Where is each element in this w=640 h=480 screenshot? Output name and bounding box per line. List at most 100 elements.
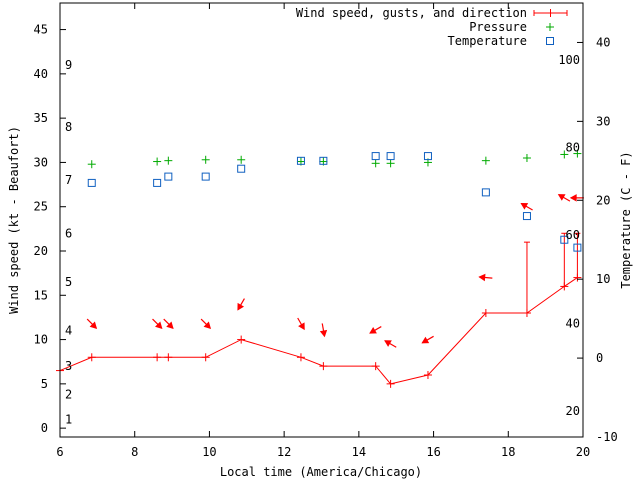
wind-direction-arrow bbox=[384, 340, 397, 348]
temperature-point bbox=[319, 156, 328, 165]
temperature-point bbox=[386, 152, 395, 161]
x-axis-title: Local time (America/Chicago) bbox=[220, 465, 422, 479]
pressure-point bbox=[573, 149, 582, 158]
legend-swatch-temperature bbox=[546, 37, 554, 45]
y-tick-label: 15 bbox=[34, 288, 48, 302]
wind-gust-bar bbox=[561, 232, 568, 287]
pressure-point bbox=[522, 154, 531, 162]
arrow-head bbox=[166, 321, 174, 329]
wind-direction-arrow bbox=[557, 194, 571, 202]
wind-speed-point bbox=[153, 353, 162, 362]
arrow-head bbox=[520, 202, 529, 210]
y-tick-label: 45 bbox=[34, 23, 48, 37]
temperature-point bbox=[522, 212, 531, 221]
wind-speed-point bbox=[481, 309, 490, 317]
temperature-point bbox=[573, 243, 582, 252]
wind-direction-arrow bbox=[237, 298, 245, 311]
temperature-point bbox=[481, 188, 490, 197]
fahrenheit-label: 20 bbox=[566, 404, 580, 418]
arrow-head bbox=[155, 321, 163, 329]
y-tick-label: 40 bbox=[34, 67, 48, 81]
wind-gust-bar bbox=[574, 232, 581, 278]
y-axis-title: Wind speed (kt - Beaufort) bbox=[7, 126, 21, 314]
legend-label-temperature: Temperature bbox=[448, 34, 527, 48]
wind-direction-arrow bbox=[152, 318, 163, 329]
arrow-head bbox=[298, 322, 305, 331]
temperature-point bbox=[371, 152, 380, 161]
pressure-point bbox=[153, 157, 162, 166]
y2-tick-label: 0 bbox=[596, 351, 603, 365]
pressure-point bbox=[560, 150, 569, 159]
arrow-head bbox=[319, 329, 328, 338]
arrow-head bbox=[89, 321, 98, 329]
y2-tick-label: 40 bbox=[596, 35, 610, 49]
wind-direction-arrow bbox=[86, 318, 98, 329]
legend-swatch-pressure bbox=[546, 23, 554, 31]
x-tick-label: 6 bbox=[56, 445, 63, 459]
y2-axis-title: Temperature (C - F) bbox=[619, 151, 633, 288]
pressure-point bbox=[481, 156, 490, 165]
x-tick-label: 18 bbox=[501, 445, 515, 459]
temperature-point bbox=[560, 235, 569, 244]
beaufort-label: 8 bbox=[65, 120, 72, 134]
wind-direction-arrow bbox=[520, 202, 533, 211]
legend-label-pressure: Pressure bbox=[469, 20, 527, 34]
legend-swatch-wind bbox=[533, 9, 568, 17]
wind-direction-arrow bbox=[369, 326, 382, 334]
beaufort-label: 7 bbox=[65, 173, 72, 187]
legend-temperature-square bbox=[546, 37, 554, 45]
legend-label-wind: Wind speed, gusts, and direction bbox=[296, 6, 527, 20]
wind-speed-point bbox=[164, 353, 173, 362]
fahrenheit-label: 80 bbox=[566, 140, 580, 154]
y2-tick-label: 20 bbox=[596, 193, 610, 207]
y-tick-label: 25 bbox=[34, 200, 48, 214]
arrow-head bbox=[369, 326, 377, 334]
pressure-point bbox=[201, 155, 210, 164]
beaufort-label: 1 bbox=[65, 412, 72, 426]
pressure-point bbox=[87, 160, 96, 169]
wind-direction-arrow bbox=[297, 317, 305, 331]
legend: Wind speed, gusts, and direction Pressur… bbox=[296, 6, 568, 48]
arrow-head bbox=[237, 302, 245, 311]
temperature-point bbox=[423, 152, 432, 161]
beaufort-label: 5 bbox=[65, 275, 72, 289]
y-tick-label: 0 bbox=[41, 421, 48, 435]
y-tick-label: 30 bbox=[34, 155, 48, 169]
arrow-head bbox=[203, 321, 212, 329]
temperature-point bbox=[201, 172, 210, 181]
temperature-point bbox=[153, 178, 162, 187]
x-tick-label: 12 bbox=[277, 445, 291, 459]
wind-direction-arrow bbox=[421, 335, 434, 344]
x-tick-label: 16 bbox=[426, 445, 440, 459]
temperature-point bbox=[87, 178, 96, 187]
wind-speed-point bbox=[319, 362, 328, 371]
pressure-point bbox=[164, 156, 173, 165]
x-tick-label: 8 bbox=[131, 445, 138, 459]
y-tick-label: 35 bbox=[34, 111, 48, 125]
temperature-point bbox=[237, 164, 246, 173]
arrow-head bbox=[569, 194, 577, 202]
arrow-head bbox=[478, 273, 486, 282]
wind-speed-point bbox=[87, 353, 96, 362]
arrow-head bbox=[384, 340, 392, 347]
wind-speed-point bbox=[423, 371, 432, 379]
plot-marks bbox=[56, 149, 584, 388]
axes: 6 8 10 12 14 16 18 20051015202530354045-1001020… bbox=[34, 3, 618, 459]
x-tick-label: 10 bbox=[202, 445, 216, 459]
y-tick-label: 10 bbox=[34, 333, 48, 347]
fahrenheit-label: 60 bbox=[566, 228, 580, 242]
beaufort-label: 3 bbox=[65, 359, 72, 373]
beaufort-label: 6 bbox=[65, 226, 72, 240]
fahrenheit-label: 100 bbox=[558, 53, 580, 67]
pressure-point bbox=[386, 159, 395, 168]
temperature-point bbox=[164, 172, 173, 181]
wind-direction-arrow bbox=[319, 323, 328, 338]
wind-gust-bar bbox=[523, 241, 530, 313]
arrow-head bbox=[557, 194, 566, 201]
beaufort-label: 2 bbox=[65, 387, 72, 401]
wind-direction-arrow bbox=[163, 318, 174, 329]
y2-tick-label: 30 bbox=[596, 114, 610, 128]
wind-speed-point bbox=[296, 353, 305, 362]
